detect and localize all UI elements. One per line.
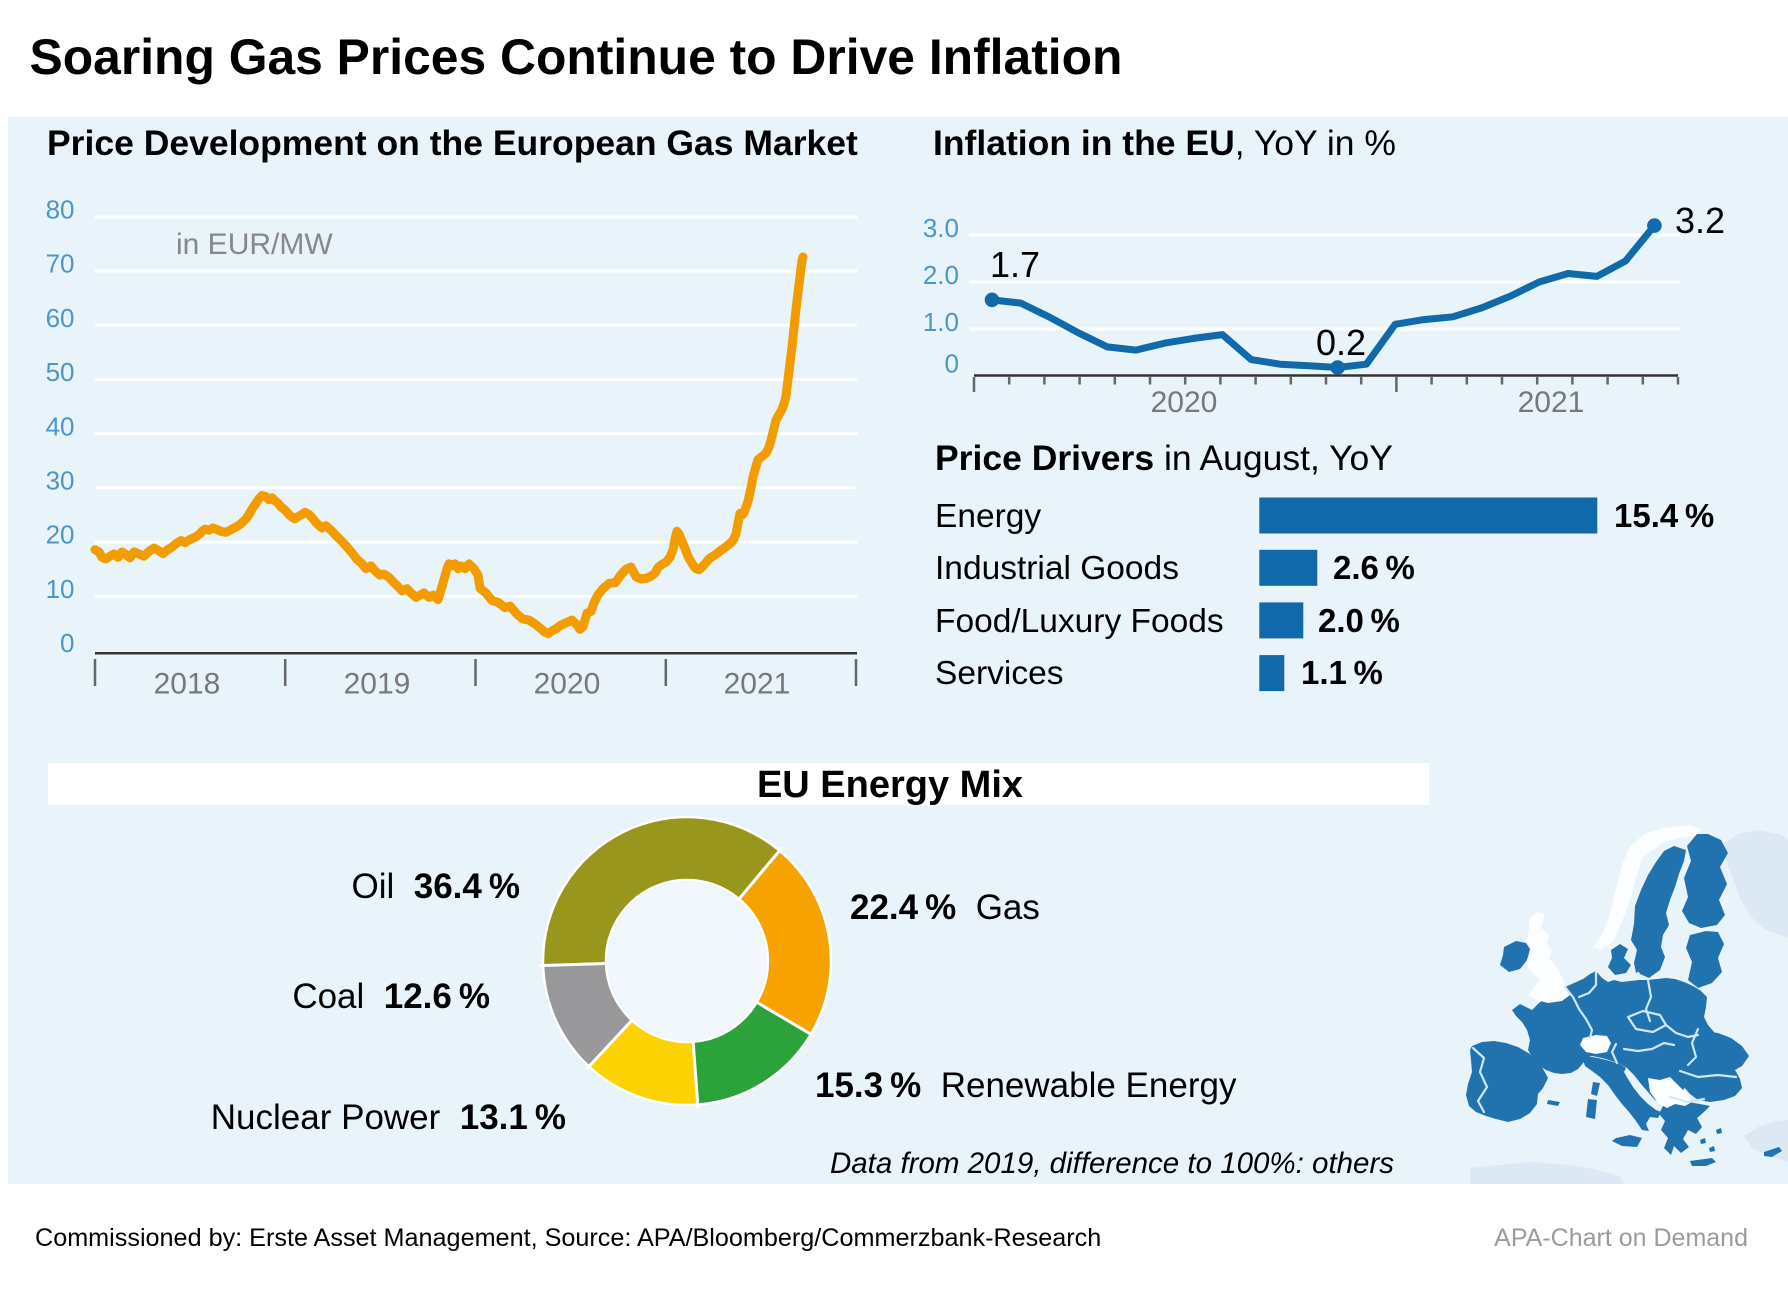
svg-text:1.1 %: 1.1 % bbox=[1301, 654, 1383, 691]
svg-text:Services: Services bbox=[935, 655, 1063, 692]
svg-text:2020: 2020 bbox=[534, 668, 601, 701]
svg-text:0.2: 0.2 bbox=[1316, 322, 1366, 363]
svg-text:2018: 2018 bbox=[154, 668, 221, 701]
svg-text:Food/Luxury Foods: Food/Luxury Foods bbox=[935, 603, 1224, 640]
svg-text:15.3 % Renewable Energy: 15.3 % Renewable Energy bbox=[815, 1066, 1237, 1105]
svg-text:2.0: 2.0 bbox=[923, 260, 959, 290]
svg-text:Energy: Energy bbox=[935, 498, 1041, 535]
svg-text:30: 30 bbox=[46, 466, 75, 496]
svg-text:Price Drivers in August, YoY: Price Drivers in August, YoY bbox=[935, 438, 1393, 478]
svg-text:40: 40 bbox=[46, 411, 75, 441]
svg-text:0: 0 bbox=[60, 628, 74, 658]
svg-text:1.0: 1.0 bbox=[923, 307, 959, 337]
svg-text:Coal 12.6 %: Coal 12.6 % bbox=[292, 977, 490, 1016]
svg-text:60: 60 bbox=[46, 303, 75, 333]
svg-text:APA-Chart on Demand: APA-Chart on Demand bbox=[1494, 1224, 1748, 1252]
svg-text:0: 0 bbox=[945, 349, 959, 379]
svg-text:2021: 2021 bbox=[724, 668, 791, 701]
svg-text:20: 20 bbox=[46, 520, 75, 550]
svg-text:Oil 36.4 %: Oil 36.4 % bbox=[352, 867, 520, 906]
svg-text:80: 80 bbox=[46, 195, 75, 225]
svg-text:Commissioned by: Erste Asset M: Commissioned by: Erste Asset Management,… bbox=[35, 1224, 1101, 1252]
svg-text:2019: 2019 bbox=[344, 668, 411, 701]
svg-text:Inflation in the EU, YoY in %: Inflation in the EU, YoY in % bbox=[933, 123, 1396, 163]
svg-text:Price Development on the Europ: Price Development on the European Gas Ma… bbox=[47, 123, 858, 163]
svg-text:15.4 %: 15.4 % bbox=[1614, 497, 1714, 534]
svg-text:EU Energy Mix: EU Energy Mix bbox=[757, 764, 1023, 806]
svg-text:Nuclear Power 13.1 %: Nuclear Power 13.1 % bbox=[211, 1098, 566, 1137]
svg-text:2.0 %: 2.0 % bbox=[1318, 602, 1400, 639]
svg-text:Soaring Gas Prices Continue to: Soaring Gas Prices Continue to Drive Inf… bbox=[30, 29, 1123, 85]
svg-text:3.2: 3.2 bbox=[1675, 200, 1725, 241]
svg-text:Data from 2019, difference to: Data from 2019, difference to 100%: othe… bbox=[830, 1147, 1394, 1180]
svg-text:3.0: 3.0 bbox=[923, 213, 959, 243]
svg-text:1.7: 1.7 bbox=[990, 244, 1040, 285]
svg-text:22.4 % Gas: 22.4 % Gas bbox=[850, 888, 1040, 927]
svg-text:50: 50 bbox=[46, 357, 75, 387]
svg-text:2020: 2020 bbox=[1151, 386, 1218, 419]
svg-text:2.6 %: 2.6 % bbox=[1333, 549, 1415, 586]
svg-text:Industrial Goods: Industrial Goods bbox=[935, 550, 1179, 587]
svg-text:10: 10 bbox=[46, 574, 75, 604]
svg-text:in EUR/MW: in EUR/MW bbox=[176, 228, 333, 261]
svg-text:70: 70 bbox=[46, 249, 75, 279]
svg-text:2021: 2021 bbox=[1518, 386, 1585, 419]
